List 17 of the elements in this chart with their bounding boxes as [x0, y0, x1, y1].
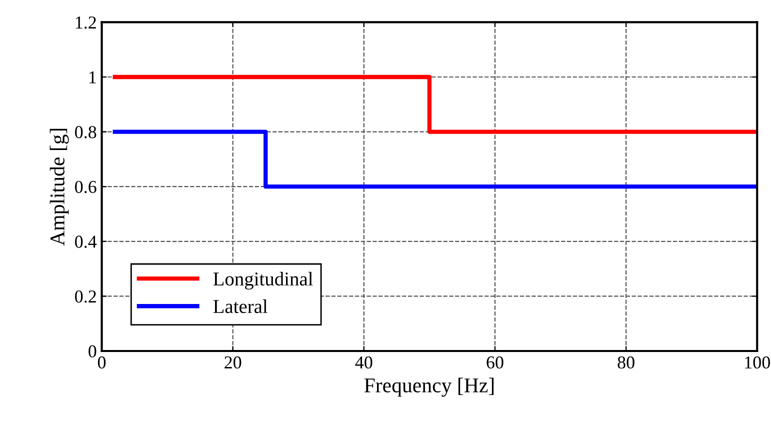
x-tick-label: 20 [224, 356, 242, 369]
x-tick-label: 100 [745, 356, 770, 369]
x-axis-title: Frequency [Hz] [364, 378, 494, 397]
y-tick-label: 0.6 [75, 180, 96, 194]
y-axis-title: Amplitude [g] [50, 128, 69, 246]
x-tick-label: 0 [98, 356, 106, 369]
y-tick-label: 0.2 [75, 290, 96, 303]
x-tick-label: 80 [618, 356, 634, 369]
y-tick-label: 0.8 [75, 126, 96, 138]
y-tick-label: 1.2 [76, 16, 96, 29]
y-tick-label: 0 [88, 345, 96, 358]
y-tick-label: 1 [89, 71, 96, 84]
x-tick-label: 40 [355, 356, 372, 369]
legend-label: Longitudinal [213, 272, 313, 290]
y-tick-label: 0.4 [75, 236, 97, 248]
legend-label: Lateral [213, 299, 268, 314]
x-tick-label: 60 [486, 356, 504, 369]
